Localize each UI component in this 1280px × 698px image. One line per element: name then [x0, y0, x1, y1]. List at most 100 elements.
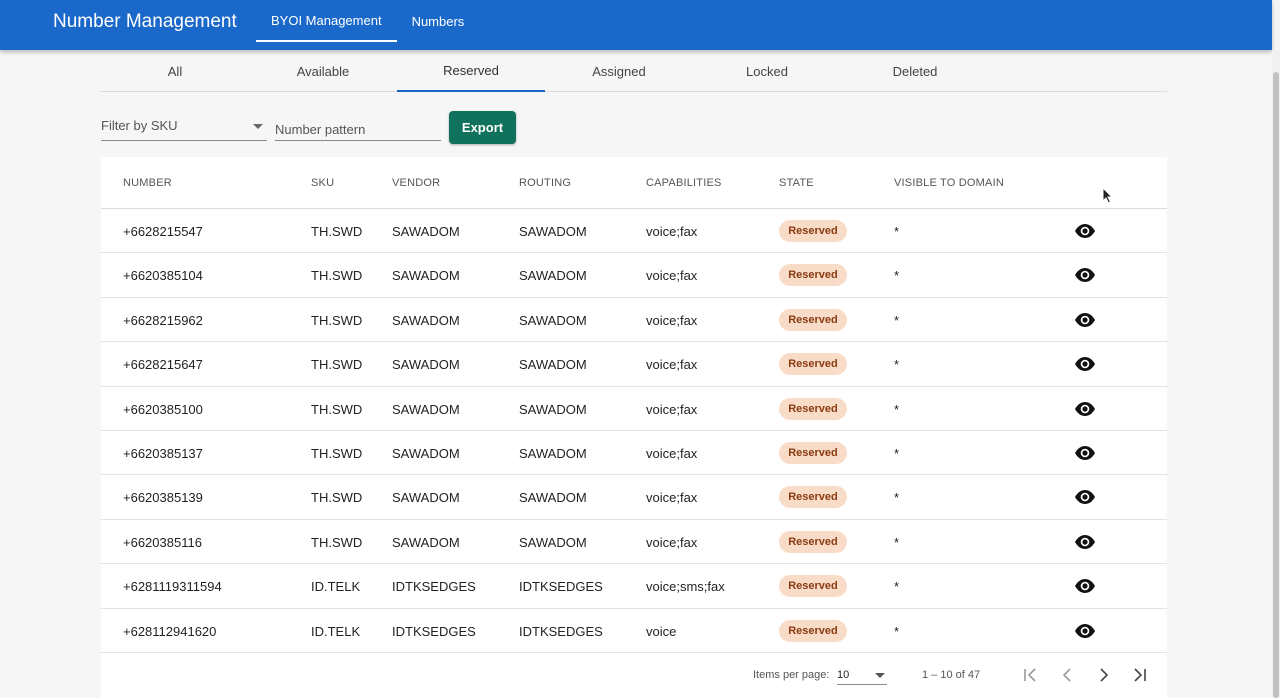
table-row[interactable]: +6620385104 TH.SWD SAWADOM SAWADOM voice;fax… [101, 253, 1167, 298]
items-per-page-select[interactable]: 10 [837, 665, 887, 685]
dropdown-arrow-icon [875, 673, 885, 678]
app-header: Number Management BYOI Management Number… [0, 0, 1272, 50]
app-title: Number Management [53, 11, 237, 32]
table-row[interactable]: +6628215547 TH.SWD SAWADOM SAWADOM voice;fax… [101, 209, 1167, 254]
numbers-table: NUMBER SKU VENDOR ROUTING CAPABILITIES S… [101, 157, 1167, 698]
eye-icon[interactable] [1074, 356, 1096, 372]
first-page-icon[interactable] [1020, 665, 1040, 685]
top-nav: BYOI Management Numbers [256, 0, 479, 42]
cell-capabilities: voice;fax [646, 357, 698, 373]
number-pattern-input[interactable] [275, 118, 441, 141]
cell-visible-to-domain: * [894, 445, 900, 461]
table-row[interactable]: +6620385100 TH.SWD SAWADOM SAWADOM voice;fax… [101, 387, 1167, 431]
tab-locked[interactable]: Locked [746, 63, 788, 79]
cell-vendor: SAWADOM [392, 534, 460, 550]
status-badge: Reserved [779, 397, 847, 420]
status-tabs: All Available Reserved Assigned Locked D… [101, 50, 1167, 92]
sku-filter-label: Filter by SKU [101, 118, 178, 133]
cell-capabilities: voice [646, 623, 677, 639]
status-badge: Reserved [779, 308, 847, 331]
table-row[interactable]: +6620385139 TH.SWD SAWADOM SAWADOM voice;fax… [101, 475, 1167, 520]
chevron-left-icon[interactable] [1057, 665, 1077, 685]
cell-number: +6620385100 [123, 401, 203, 417]
cell-capabilities: voice;fax [646, 224, 698, 239]
header-routing[interactable]: ROUTING [519, 177, 572, 189]
tab-deleted[interactable]: Deleted [892, 63, 938, 79]
header-vendor[interactable]: VENDOR [392, 177, 441, 189]
table-row[interactable]: +6628215962 TH.SWD SAWADOM SAWADOM voice;fax… [101, 298, 1167, 343]
cell-capabilities: voice;fax [646, 534, 698, 550]
cell-visible-to-domain: * [894, 534, 900, 550]
cell-routing: SAWADOM [519, 268, 587, 284]
chevron-right-icon[interactable] [1094, 665, 1114, 685]
cell-sku: TH.SWD [311, 401, 363, 417]
eye-icon[interactable] [1074, 223, 1096, 239]
status-badge: Reserved [779, 530, 847, 553]
cell-capabilities: voice;fax [646, 268, 698, 284]
nav-numbers[interactable]: Numbers [411, 13, 465, 29]
cell-visible-to-domain: * [894, 224, 900, 239]
eye-icon[interactable] [1074, 578, 1096, 594]
cell-vendor: SAWADOM [392, 445, 460, 461]
header-state[interactable]: STATE [779, 177, 814, 189]
table-row[interactable]: +6620385137 TH.SWD SAWADOM SAWADOM voice;fax… [101, 431, 1167, 476]
cell-vendor: IDTKSEDGES [392, 623, 476, 639]
tab-all[interactable]: All [167, 63, 183, 79]
eye-icon[interactable] [1074, 534, 1096, 550]
cell-sku: TH.SWD [311, 312, 363, 328]
eye-icon[interactable] [1074, 267, 1096, 283]
header-sku[interactable]: SKU [311, 177, 335, 189]
eye-icon[interactable] [1074, 445, 1096, 461]
status-badge: Reserved [779, 575, 847, 598]
paginator: Items per page: 10 1 – 10 of 47 [101, 653, 1167, 698]
cell-visible-to-domain: * [894, 312, 900, 328]
cell-visible-to-domain: * [894, 490, 900, 506]
cell-routing: SAWADOM [519, 224, 587, 239]
scrollbar-thumb[interactable] [1273, 72, 1279, 698]
table-row[interactable]: +6281119311594 ID.TELK IDTKSEDGES IDTKSEDGE… [101, 564, 1167, 609]
page-scrollbar[interactable] [1272, 50, 1280, 698]
cell-routing: SAWADOM [519, 490, 587, 506]
cell-capabilities: voice;fax [646, 401, 698, 417]
header-visible-to-domain[interactable]: VISIBLE TO DOMAIN [894, 177, 1004, 189]
export-button[interactable]: Export [449, 111, 516, 144]
cell-sku: TH.SWD [311, 534, 363, 550]
cell-sku: TH.SWD [311, 357, 363, 373]
nav-byoi-management[interactable]: BYOI Management [256, 0, 397, 42]
status-badge: Reserved [779, 486, 847, 509]
items-per-page-label: Items per page: [753, 669, 830, 681]
cell-number: +6620385116 [123, 534, 202, 550]
cell-number: +628112941620 [123, 623, 217, 639]
status-badge: Reserved [779, 441, 847, 464]
items-per-page-value: 10 [837, 669, 850, 681]
cell-sku: TH.SWD [311, 224, 363, 239]
cell-number: +6628215647 [123, 357, 203, 373]
cell-number: +6620385139 [123, 490, 203, 506]
cell-sku: TH.SWD [311, 268, 363, 284]
cell-capabilities: voice;fax [646, 312, 698, 328]
last-page-icon[interactable] [1130, 665, 1150, 685]
header-number[interactable]: NUMBER [123, 177, 172, 189]
eye-icon[interactable] [1074, 489, 1096, 505]
eye-icon[interactable] [1074, 312, 1096, 328]
status-badge: Reserved [779, 220, 847, 242]
sku-filter-select[interactable]: Filter by SKU [101, 118, 267, 141]
cell-sku: TH.SWD [311, 445, 363, 461]
cell-routing: IDTKSEDGES [519, 579, 603, 595]
header-capabilities[interactable]: CAPABILITIES [646, 177, 722, 189]
tab-available[interactable]: Available [296, 63, 350, 79]
table-row[interactable]: +6620385116 TH.SWD SAWADOM SAWADOM voice;fax… [101, 520, 1167, 565]
eye-icon[interactable] [1074, 401, 1096, 417]
status-badge: Reserved [779, 619, 847, 642]
table-row[interactable]: +6628215647 TH.SWD SAWADOM SAWADOM voice;fax… [101, 342, 1167, 387]
tab-reserved[interactable]: Reserved [397, 50, 545, 92]
cell-sku: ID.TELK [311, 623, 361, 639]
cell-routing: IDTKSEDGES [519, 623, 603, 639]
tab-assigned[interactable]: Assigned [592, 63, 646, 79]
dropdown-arrow-icon [253, 124, 263, 129]
table-row[interactable]: +628112941620 ID.TELK IDTKSEDGES IDTKSEDGES… [101, 609, 1167, 653]
cell-number: +6281119311594 [123, 579, 222, 595]
eye-icon[interactable] [1074, 623, 1096, 639]
cell-visible-to-domain: * [894, 401, 900, 417]
cell-sku: TH.SWD [311, 490, 363, 506]
